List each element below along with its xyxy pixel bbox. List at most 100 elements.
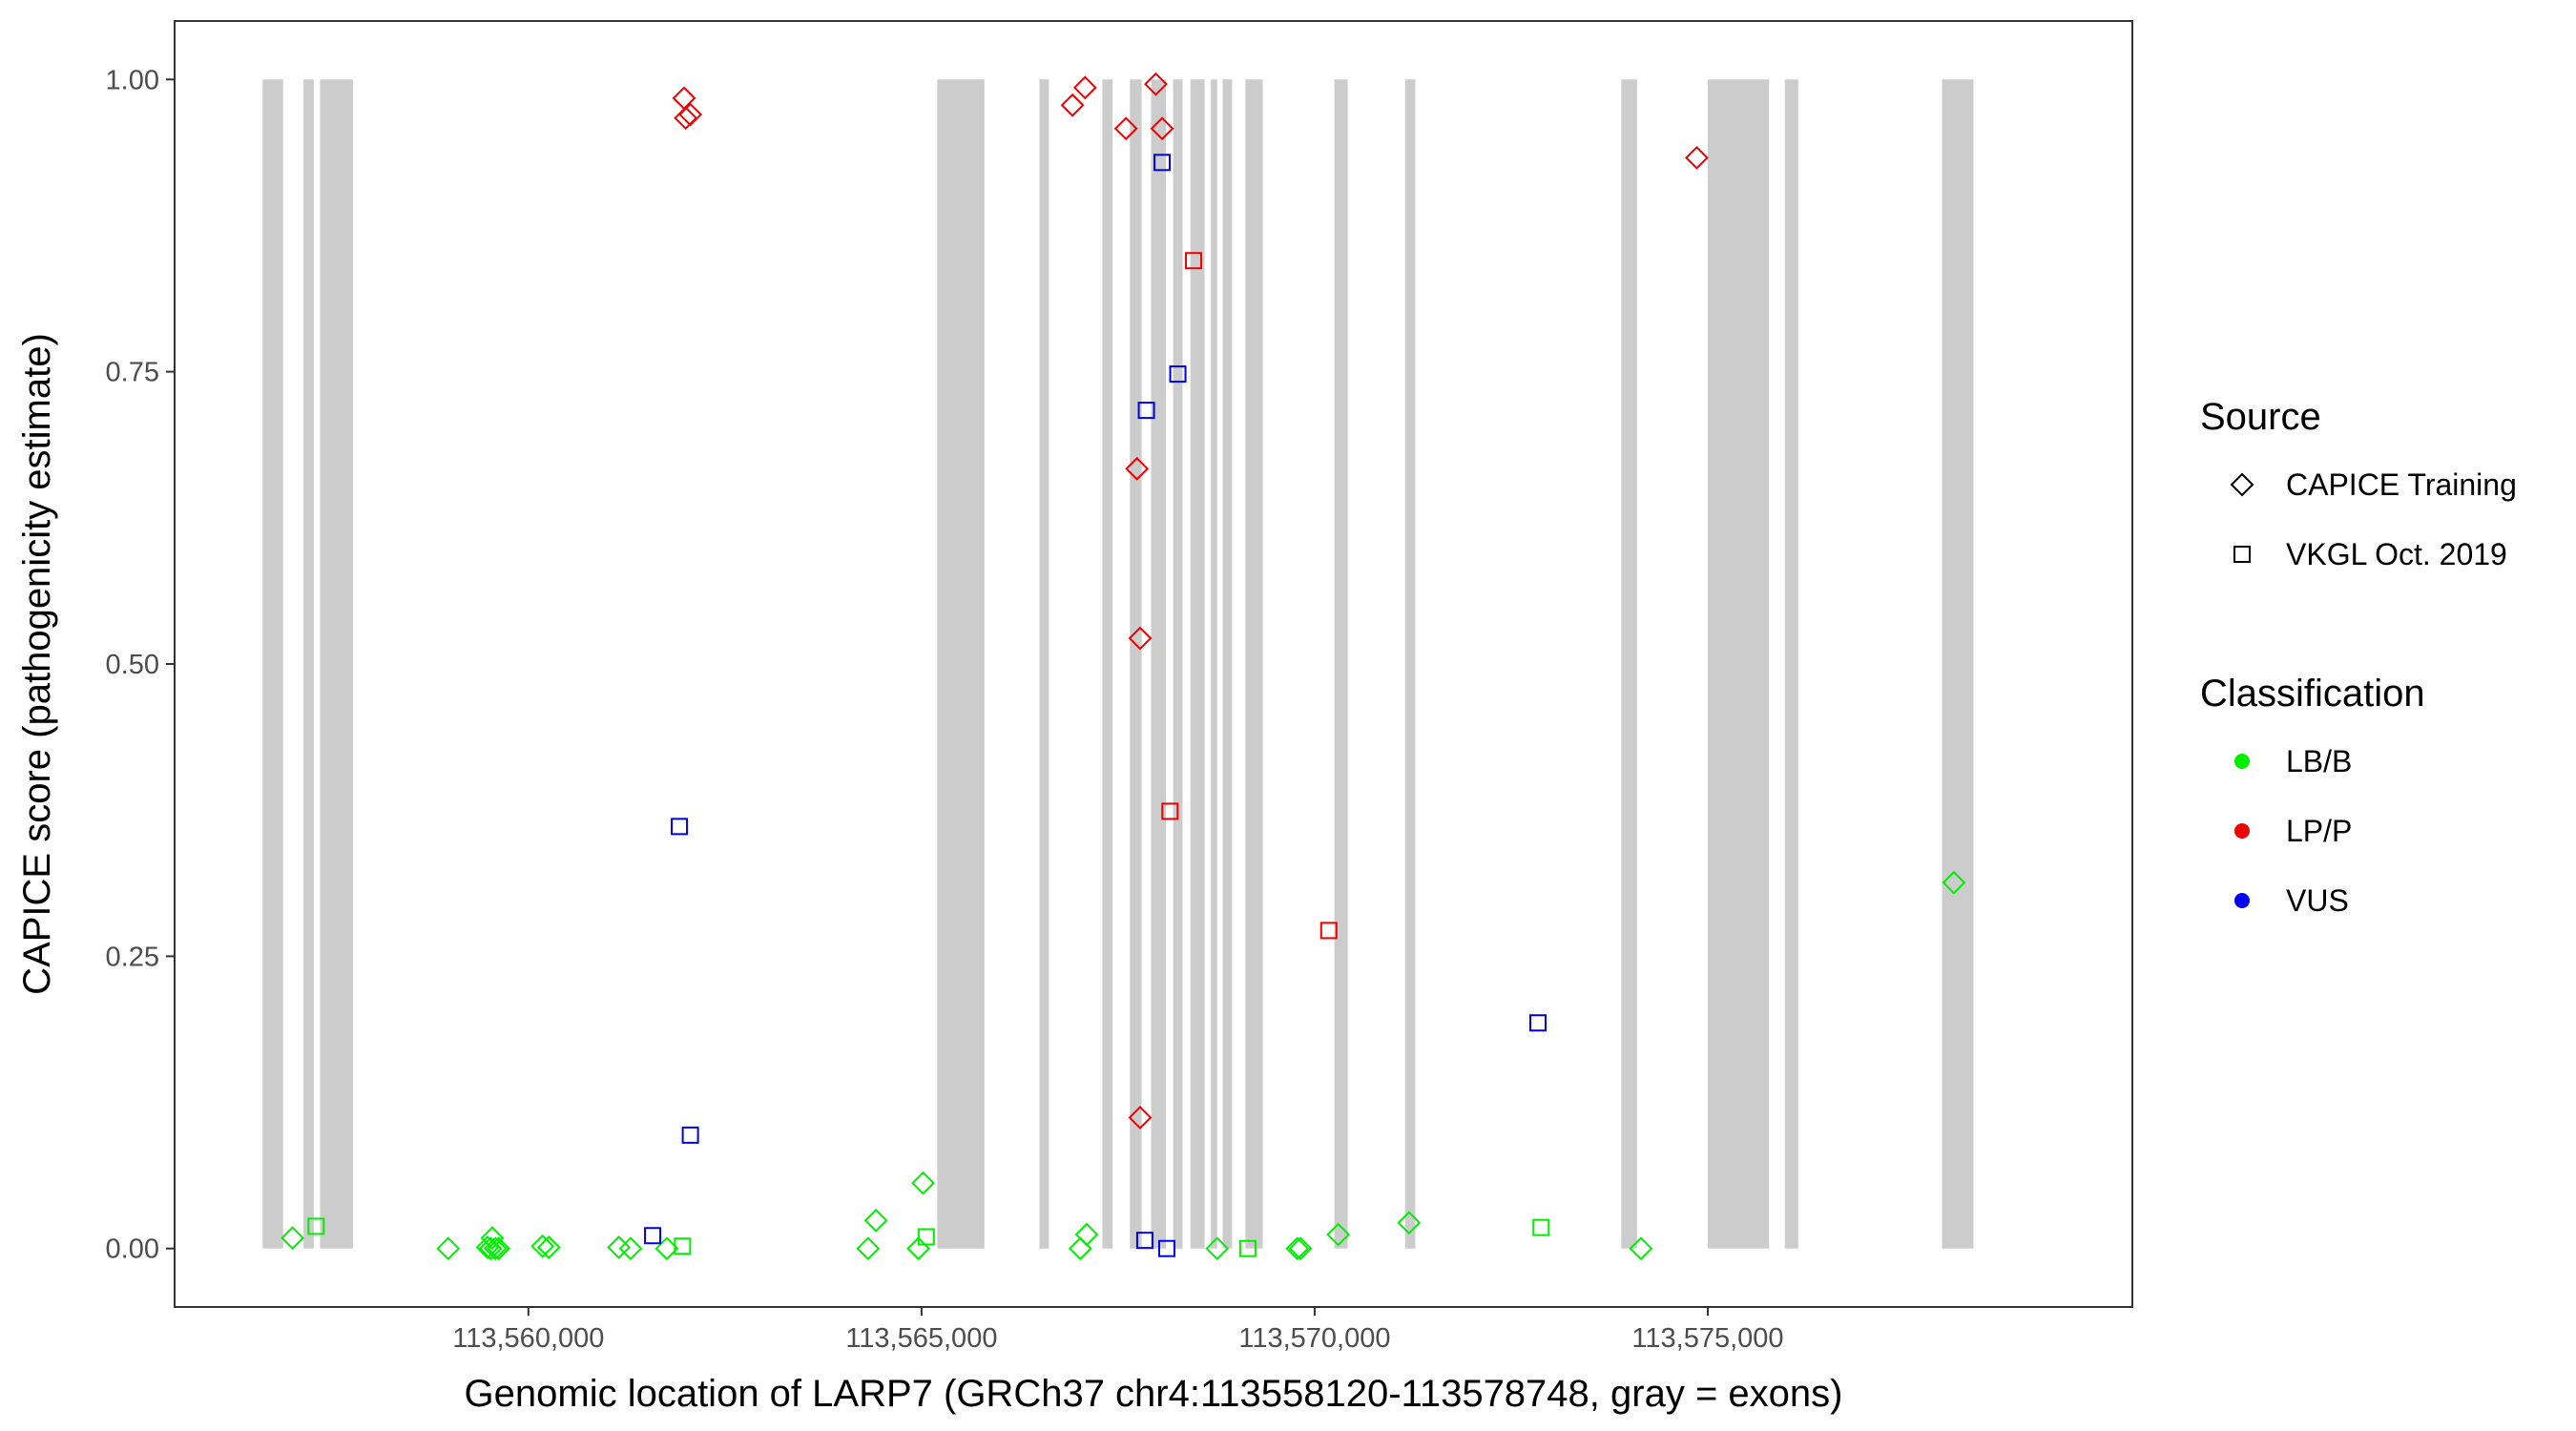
data-point-square bbox=[1158, 1239, 1176, 1257]
data-point-diamond bbox=[618, 1236, 643, 1261]
exon-band bbox=[1173, 79, 1183, 1249]
data-point-square bbox=[644, 1227, 662, 1245]
data-point-diamond bbox=[478, 1236, 503, 1261]
y-axis-title: CAPICE score (pathogenicity estimate) bbox=[16, 333, 58, 995]
exon-band bbox=[937, 79, 985, 1249]
data-point-square bbox=[307, 1217, 325, 1235]
data-point-diamond bbox=[1113, 116, 1138, 141]
x-axis: 113,560,000 113,565,000 113,570,000 113,575… bbox=[452, 1307, 1784, 1354]
data-point-diamond bbox=[678, 102, 703, 127]
legend-square-key bbox=[2233, 546, 2251, 563]
data-points bbox=[280, 72, 1966, 1261]
data-point-diamond bbox=[654, 1236, 679, 1261]
data-point-square bbox=[1135, 1232, 1153, 1250]
legend-classification-label: VUS bbox=[2286, 883, 2349, 918]
x-tick-label: 113,560,000 bbox=[452, 1323, 604, 1354]
legend-classification-label: LB/B bbox=[2286, 744, 2352, 778]
data-point-diamond bbox=[475, 1235, 500, 1259]
data-point-diamond bbox=[1128, 1106, 1153, 1130]
data-point-diamond bbox=[1397, 1211, 1422, 1235]
exon-band bbox=[1151, 79, 1167, 1249]
data-point-square bbox=[1161, 802, 1179, 820]
data-point-diamond bbox=[1288, 1236, 1313, 1261]
legend-source-title: Source bbox=[2200, 396, 2321, 438]
legend-color-key bbox=[2234, 754, 2250, 769]
x-tick-label: 113,565,000 bbox=[845, 1323, 997, 1354]
y-tick-label: 0.00 bbox=[106, 1234, 159, 1265]
exon-band bbox=[1404, 79, 1416, 1249]
data-point-square bbox=[681, 1126, 699, 1144]
data-point-square bbox=[671, 818, 689, 836]
exon-band bbox=[1130, 79, 1142, 1249]
data-point-square bbox=[674, 1237, 692, 1255]
data-point-square bbox=[1238, 1239, 1257, 1257]
data-point-diamond bbox=[1144, 72, 1168, 96]
data-point-diamond bbox=[436, 1236, 461, 1261]
exon-band bbox=[1190, 79, 1205, 1249]
data-point-diamond bbox=[1685, 145, 1709, 170]
data-point-square bbox=[917, 1228, 935, 1246]
y-tick-label: 1.00 bbox=[106, 65, 159, 95]
data-point-diamond bbox=[1072, 75, 1097, 100]
data-point-diamond bbox=[856, 1236, 881, 1261]
data-point-square bbox=[1532, 1218, 1550, 1236]
data-point-square bbox=[1185, 252, 1203, 270]
data-point-diamond bbox=[863, 1208, 888, 1233]
legend-source-label: CAPICE Training bbox=[2286, 467, 2517, 502]
exon-band bbox=[1784, 79, 1798, 1249]
data-point-diamond bbox=[280, 1226, 305, 1251]
exon-band bbox=[1102, 79, 1113, 1249]
exon-band bbox=[1245, 79, 1263, 1249]
exon-band bbox=[1222, 79, 1233, 1249]
exon-band bbox=[1707, 79, 1770, 1249]
exon-band bbox=[1211, 79, 1217, 1249]
x-tick-label: 113,575,000 bbox=[1631, 1323, 1783, 1354]
data-point-diamond bbox=[1285, 1236, 1310, 1261]
x-tick-label: 113,570,000 bbox=[1238, 1323, 1390, 1354]
data-point-diamond bbox=[911, 1171, 935, 1195]
data-point-square bbox=[1319, 922, 1338, 940]
exon-band bbox=[262, 79, 283, 1249]
exon-band bbox=[1039, 79, 1049, 1249]
y-tick-label: 0.25 bbox=[106, 942, 159, 972]
y-tick-label: 0.75 bbox=[106, 358, 159, 388]
legend-classification-label: LP/P bbox=[2286, 814, 2352, 848]
data-point-diamond bbox=[483, 1236, 508, 1261]
data-point-square bbox=[1169, 365, 1187, 384]
legend-classification-entries: LB/B LP/P VUS bbox=[2234, 744, 2352, 918]
data-point-diamond bbox=[1128, 626, 1153, 651]
data-point-diamond bbox=[530, 1234, 555, 1258]
exon-band bbox=[1942, 79, 1974, 1249]
y-tick-label: 0.50 bbox=[106, 650, 159, 680]
data-point-diamond bbox=[1125, 456, 1150, 481]
legend-diamond-key bbox=[2230, 472, 2254, 497]
exon-band bbox=[1334, 79, 1348, 1249]
x-axis-title: Genomic location of LARP7 (GRCh37 chr4:1… bbox=[465, 1373, 1843, 1415]
data-point-square bbox=[1137, 402, 1155, 420]
exon-bands bbox=[262, 79, 1974, 1249]
data-point-diamond bbox=[536, 1235, 561, 1259]
legend: Source CAPICE Training VKGL Oct. 2019 Cla… bbox=[2200, 396, 2517, 918]
data-point-square bbox=[1528, 1014, 1547, 1032]
data-point-diamond bbox=[1205, 1236, 1230, 1261]
exon-band bbox=[1621, 79, 1637, 1249]
y-axis: 0.00 0.25 0.50 0.75 1.00 bbox=[106, 65, 175, 1265]
data-point-diamond bbox=[1060, 93, 1085, 117]
data-point-diamond bbox=[1150, 116, 1174, 141]
exon-band bbox=[320, 79, 354, 1249]
legend-source-entries: CAPICE Training VKGL Oct. 2019 bbox=[2230, 467, 2517, 571]
data-point-diamond bbox=[1074, 1222, 1099, 1247]
data-point-diamond bbox=[487, 1236, 510, 1261]
legend-classification-title: Classification bbox=[2200, 673, 2425, 715]
legend-source-label: VKGL Oct. 2019 bbox=[2286, 537, 2507, 571]
legend-color-key bbox=[2234, 893, 2250, 908]
data-point-square bbox=[1153, 154, 1172, 172]
data-point-diamond bbox=[1326, 1222, 1351, 1247]
data-point-diamond bbox=[1942, 870, 1966, 895]
exon-band bbox=[303, 79, 314, 1249]
data-point-diamond bbox=[480, 1226, 505, 1251]
data-point-diamond bbox=[1629, 1236, 1653, 1261]
legend-color-key bbox=[2234, 823, 2250, 839]
